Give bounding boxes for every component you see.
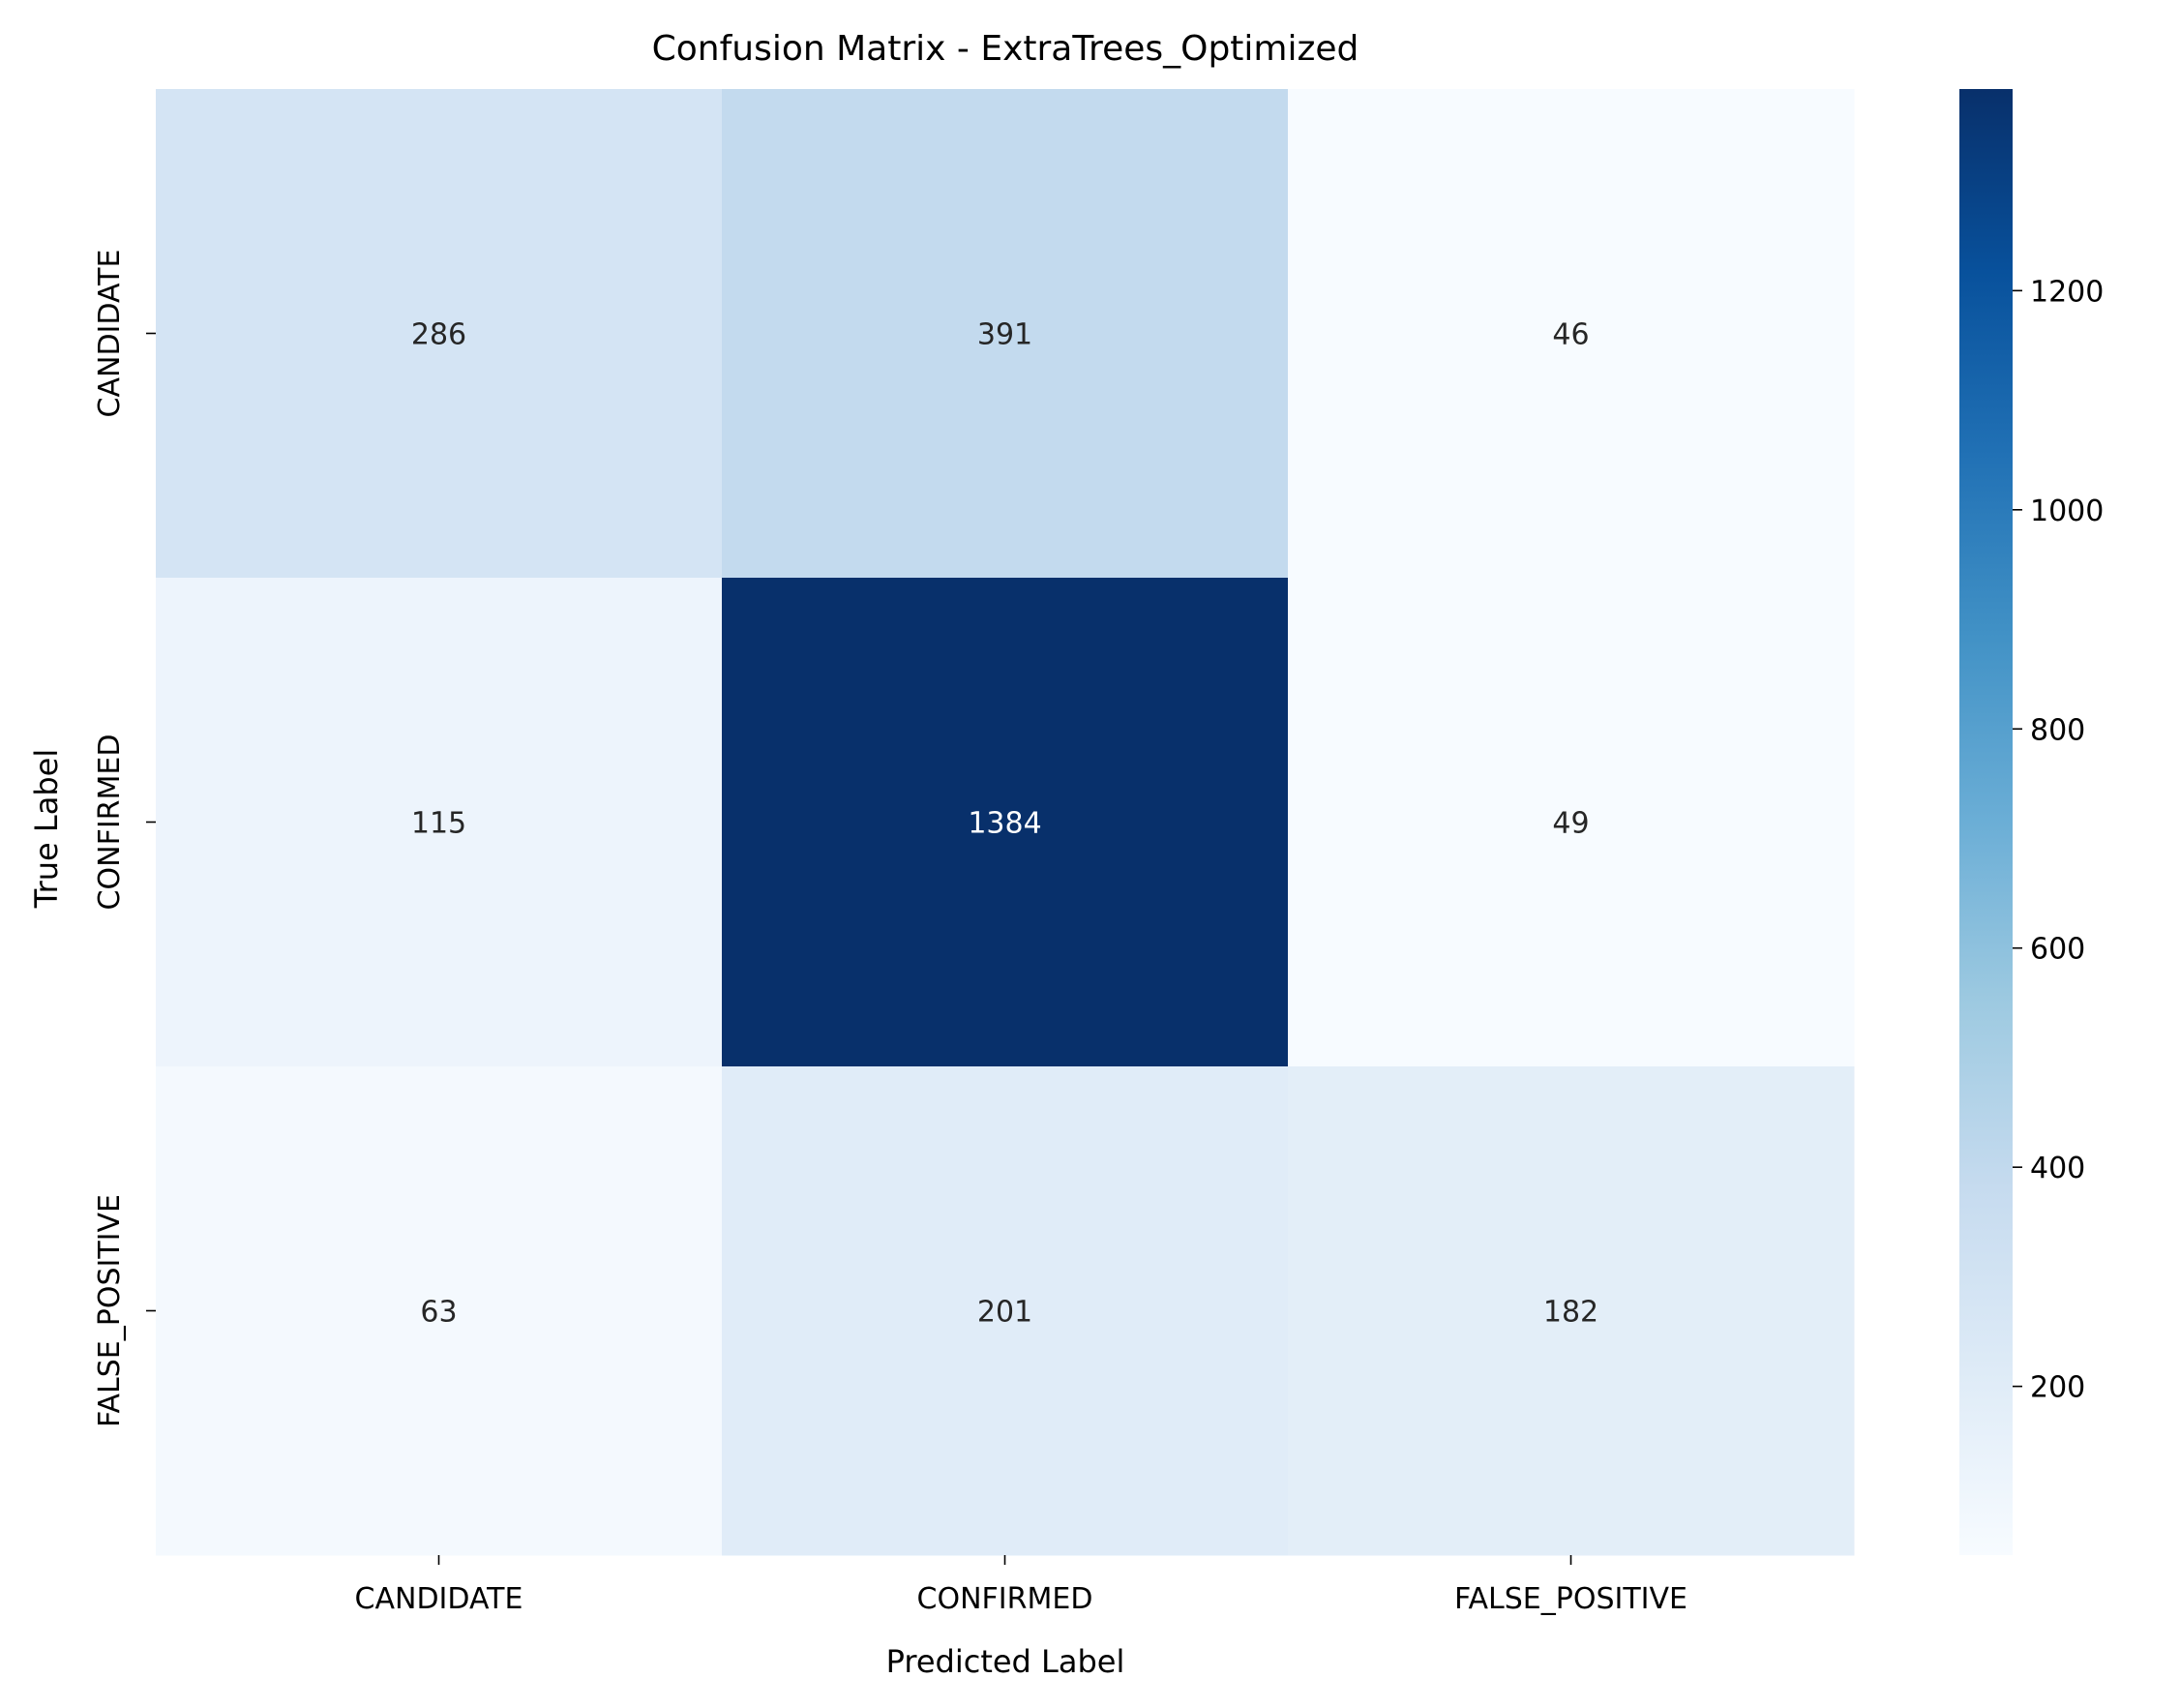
heatmap-cell: [722, 89, 1289, 579]
cell-value-label: 115: [411, 807, 466, 841]
cell-value-label: 63: [420, 1296, 457, 1330]
cell-value-label: 1384: [968, 807, 1041, 841]
heatmap-cell: [1288, 1066, 1855, 1556]
x-axis-title: Predicted Label: [886, 1643, 1125, 1680]
heatmap-cell: [722, 1066, 1289, 1556]
x-axis-ticks: CANDIDATE CONFIRMED FALSE_POSITIVE: [355, 1555, 1687, 1616]
x-tick-label-candidate: CANDIDATE: [355, 1582, 523, 1616]
cell-value-label: 201: [977, 1296, 1032, 1330]
colorbar-tick-label: 600: [2030, 933, 2085, 967]
cell-value-label: 182: [1543, 1296, 1598, 1330]
heatmap-cell-labels: 286 391 46 115 1384 49 63 201 182: [411, 318, 1598, 1330]
y-tick-label-confirmed: CONFIRMED: [93, 734, 127, 911]
heatmap-cell: [1288, 578, 1855, 1067]
y-axis-title: True Label: [28, 749, 65, 909]
y-axis-ticks: CANDIDATE CONFIRMED FALSE_POSITIVE: [93, 250, 156, 1427]
colorbar-tick-label: 1200: [2030, 275, 2104, 309]
cell-value-label: 286: [411, 318, 466, 352]
colorbar-tick-label: 800: [2030, 713, 2085, 747]
colorbar-ticks: 200 400 600 800 1000 1200: [2013, 275, 2104, 1405]
y-tick-label-candidate: CANDIDATE: [93, 250, 127, 418]
chart-title: Confusion Matrix - ExtraTrees_Optimized: [652, 29, 1359, 69]
heatmap-cell: [1288, 89, 1855, 579]
cell-value-label: 49: [1552, 807, 1589, 841]
colorbar-tick-label: 200: [2030, 1371, 2085, 1405]
colorbar-tick-label: 400: [2030, 1152, 2085, 1185]
colorbar: [1959, 89, 2013, 1555]
cell-value-label: 46: [1552, 318, 1589, 352]
x-tick-label-false-positive: FALSE_POSITIVE: [1454, 1582, 1687, 1616]
heatmap-cells: [156, 89, 1855, 1556]
y-tick-label-false-positive: FALSE_POSITIVE: [93, 1194, 127, 1427]
cell-value-label: 391: [977, 318, 1032, 352]
heatmap-cell: [156, 89, 723, 579]
colorbar-tick-label: 1000: [2030, 494, 2104, 528]
heatmap-cell: [156, 578, 723, 1067]
heatmap-cell: [722, 578, 1289, 1067]
heatmap-cell: [156, 1066, 723, 1556]
x-tick-label-confirmed: CONFIRMED: [917, 1582, 1093, 1616]
